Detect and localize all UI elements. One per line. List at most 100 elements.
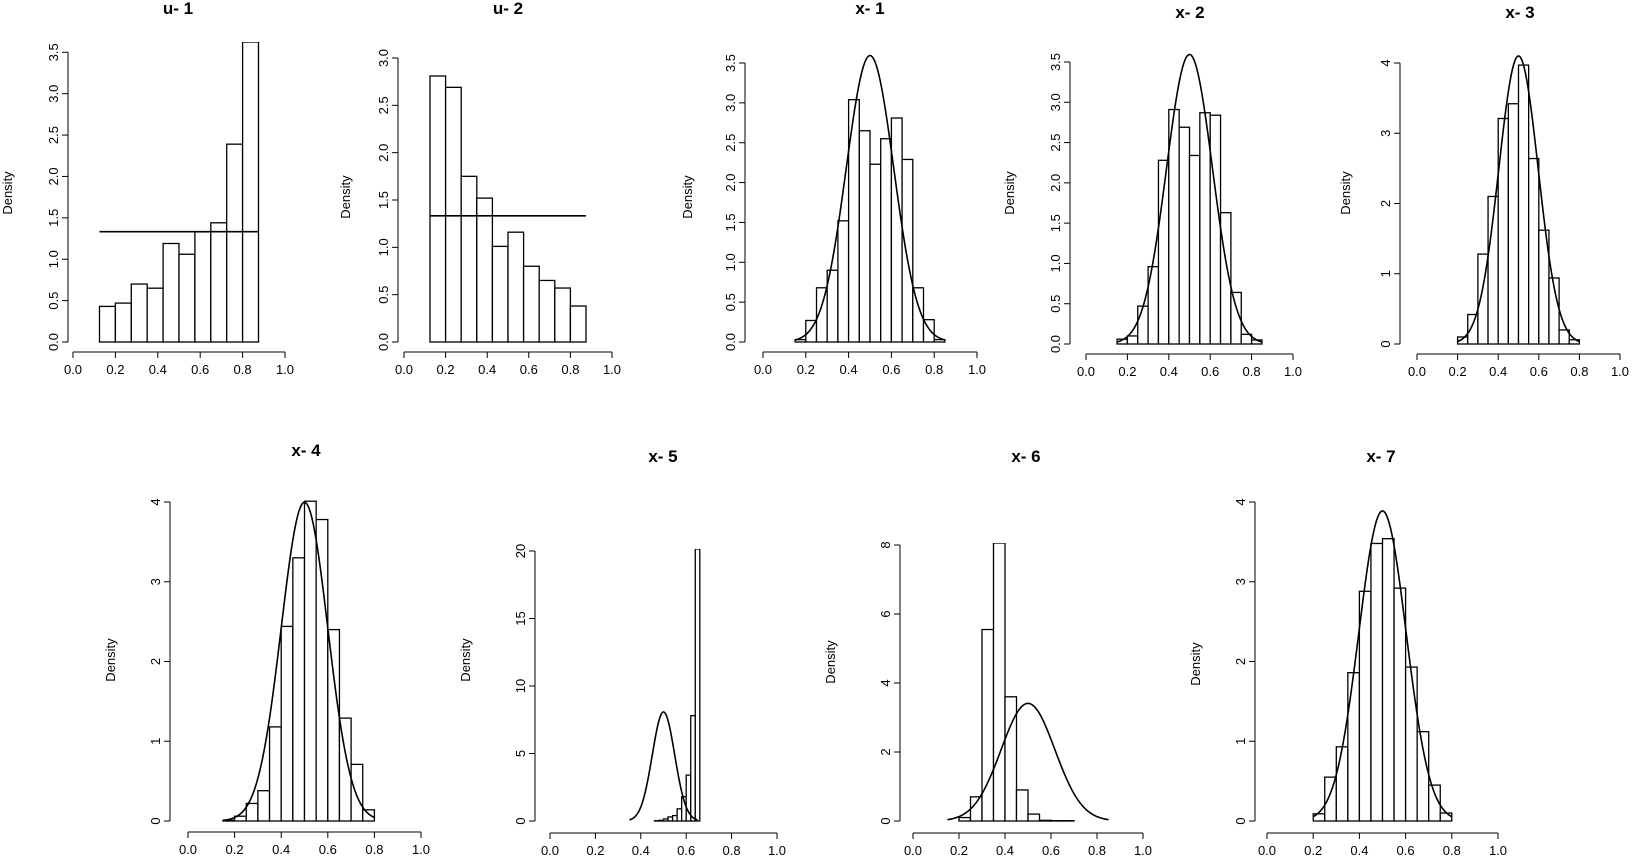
y-tick-label: 15 xyxy=(513,611,528,625)
histogram-bar xyxy=(130,283,148,343)
y-tick-label: 1.5 xyxy=(46,209,61,227)
reference-density-curve xyxy=(1457,55,1580,343)
histogram-bar xyxy=(1126,335,1139,345)
histogram-panel-8: x- 6 Density 0 2 4 6 8 0.0 0.2 0.4 0.6 0.8 1.0 xyxy=(823,447,1152,858)
y-tick-label: 20 xyxy=(513,544,528,558)
y-axis-label: Density xyxy=(1338,171,1353,215)
y-tick-label: 2 xyxy=(148,658,163,665)
x-tick-label: 0.6 xyxy=(1042,843,1060,858)
x-tick-label: 0.4 xyxy=(1350,843,1368,858)
histogram-bar xyxy=(280,625,294,822)
x-tick-label: 0.4 xyxy=(478,362,496,377)
histogram-bar xyxy=(1347,672,1361,822)
histogram-bar xyxy=(460,175,478,343)
histogram-bar xyxy=(1404,666,1418,822)
panel-title: x- 3 xyxy=(1505,3,1534,22)
histogram-bar xyxy=(992,543,1006,822)
histogram-bar xyxy=(1188,154,1201,345)
histogram-bar xyxy=(1358,590,1372,822)
bars xyxy=(794,99,946,343)
panel-title: x- 5 xyxy=(648,447,677,466)
y-tick-label: 1.5 xyxy=(376,191,391,209)
x-tick-label: 0.4 xyxy=(149,362,167,377)
x-tick-label: 0.2 xyxy=(437,362,455,377)
histogram-bar xyxy=(476,197,494,343)
y-tick-label: 1 xyxy=(1378,270,1393,277)
x-tick-label: 1.0 xyxy=(1134,843,1152,858)
histogram-bar xyxy=(1240,333,1253,345)
x-tick-label: 0.6 xyxy=(1201,364,1219,379)
x-tick-label: 0.8 xyxy=(234,362,252,377)
bars xyxy=(653,549,701,822)
y-tick-label: 1 xyxy=(148,738,163,745)
histogram-bar xyxy=(1370,542,1384,822)
x-tick-label: 1.0 xyxy=(603,362,621,377)
y-axis-label: Density xyxy=(1002,171,1017,215)
histogram-bar xyxy=(1178,126,1191,345)
y-tick-label: 0.0 xyxy=(376,333,391,351)
reference-density-curve xyxy=(222,501,375,822)
histogram-bar xyxy=(1517,64,1530,345)
x-tick-label: 0.0 xyxy=(64,362,82,377)
y-tick-label: 0 xyxy=(1378,340,1393,347)
histogram-bar xyxy=(538,279,556,343)
histogram-bar xyxy=(444,86,462,343)
x-tick-label: 1.0 xyxy=(768,843,786,858)
histogram-bar xyxy=(1209,114,1222,345)
y-tick-label: 1.5 xyxy=(723,213,738,231)
y-tick-label: 4 xyxy=(878,679,893,686)
histogram-bar xyxy=(671,814,678,822)
x-tick-label: 0.2 xyxy=(1304,843,1322,858)
y-tick-label: 2.5 xyxy=(723,134,738,152)
histogram-bar xyxy=(1038,819,1052,822)
histogram-bar xyxy=(554,287,572,343)
histogram-bar xyxy=(901,158,914,343)
histogram-bar xyxy=(350,763,364,822)
y-tick-label: 4 xyxy=(1233,498,1248,505)
y-tick-label: 1.0 xyxy=(376,238,391,256)
x-tick-label: 0.6 xyxy=(191,362,209,377)
x-tick-label: 0.6 xyxy=(882,362,900,377)
y-tick-label: 2.0 xyxy=(46,167,61,185)
histogram-panel-9: x- 7 Density 0 1 2 3 4 0.0 0.2 0.4 0.6 0.8 1.0 xyxy=(1188,447,1507,858)
histogram-panel-6: x- 4 Density 0 1 2 3 4 0.0 0.2 0.4 0.6 0.8 1.0 xyxy=(103,441,430,857)
histogram-bar xyxy=(662,818,669,822)
y-tick-label: 0 xyxy=(1233,817,1248,824)
x-tick-label: 0.0 xyxy=(541,843,559,858)
panel-title: x- 1 xyxy=(855,0,884,18)
y-tick-label: 2.5 xyxy=(1048,134,1063,152)
y-axis-label: Density xyxy=(680,175,695,219)
histogram-bar xyxy=(292,557,306,822)
histogram-bar xyxy=(303,500,317,822)
y-tick-label: 0.0 xyxy=(46,333,61,351)
y-tick-label: 0.5 xyxy=(1048,295,1063,313)
x-tick-label: 0.8 xyxy=(1443,843,1461,858)
y-tick-label: 10 xyxy=(513,679,528,693)
histogram-bar xyxy=(1230,291,1242,345)
histogram-bar xyxy=(858,130,871,343)
histogram-bar xyxy=(1497,117,1509,345)
bars xyxy=(98,42,260,343)
y-tick-label: 8 xyxy=(878,541,893,548)
x-tick-label: 0.4 xyxy=(1160,364,1178,379)
histogram-bar xyxy=(981,628,995,822)
y-tick-label: 2.0 xyxy=(723,174,738,192)
x-tick-label: 0.8 xyxy=(925,362,943,377)
x-tick-label: 0.2 xyxy=(797,362,815,377)
histogram-bar xyxy=(869,163,882,343)
histogram-bar xyxy=(958,816,972,822)
y-tick-label: 4 xyxy=(1378,59,1393,66)
y-axis-label: Density xyxy=(338,175,353,219)
x-tick-label: 0.0 xyxy=(1258,843,1276,858)
bars xyxy=(1456,64,1581,345)
reference-density-curve xyxy=(794,54,946,341)
histogram-bar xyxy=(1507,103,1520,345)
x-tick-label: 0.4 xyxy=(840,362,858,377)
histogram-bar xyxy=(241,42,260,343)
x-tick-label: 0.8 xyxy=(723,843,741,858)
histogram-bar xyxy=(1439,812,1453,822)
bars xyxy=(429,75,587,343)
histogram-panel-2: u- 2 Density 0.0 0.5 1.0 1.5 2.0 2.5 3.0 0.0 0.2 0.… xyxy=(338,0,621,377)
histogram-bar xyxy=(98,305,117,343)
x-tick-label: 0.4 xyxy=(996,843,1014,858)
